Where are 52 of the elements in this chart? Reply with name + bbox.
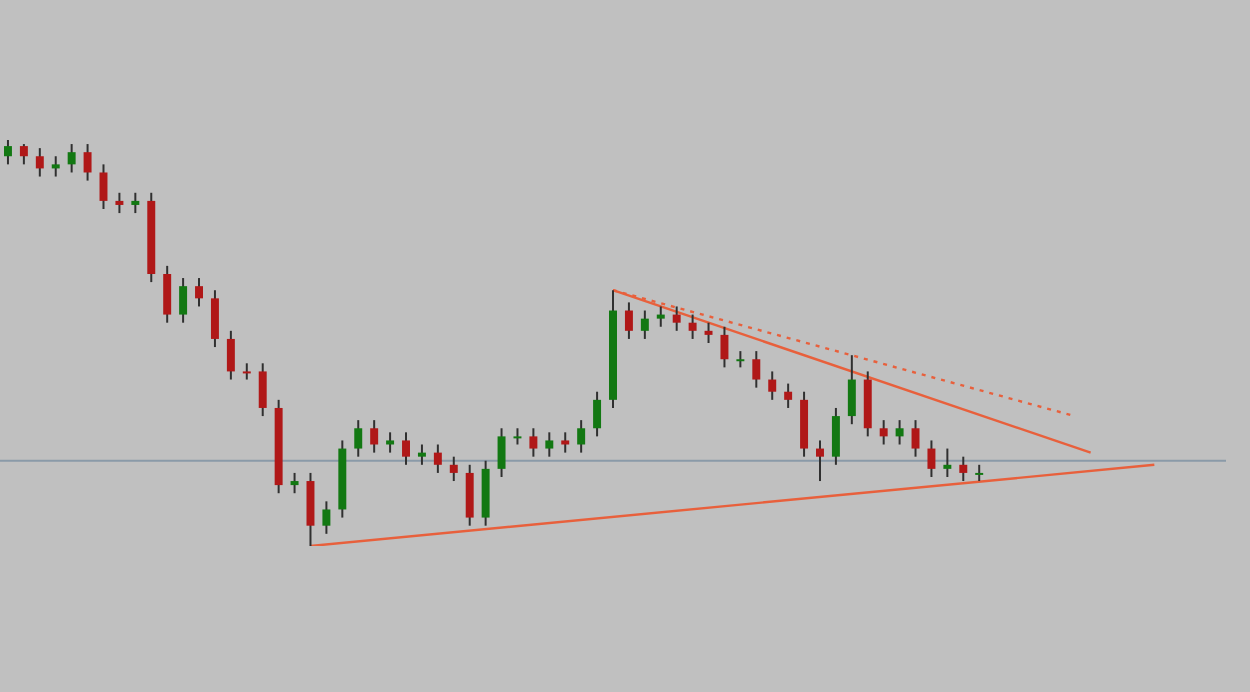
candlestick: [99, 163, 108, 211]
candlestick: [322, 500, 331, 535]
candlestick: [847, 354, 856, 426]
candlestick: [354, 419, 363, 458]
candlestick: [529, 427, 538, 458]
candlestick: [19, 143, 28, 166]
candlestick: [959, 455, 968, 483]
candlestick: [784, 382, 793, 409]
candlestick: [195, 277, 204, 308]
candlestick: [545, 431, 554, 458]
candlestick: [258, 362, 267, 418]
candlestick: [672, 305, 681, 332]
candlestick: [370, 419, 379, 454]
candlestick: [513, 427, 522, 446]
candlestick: [226, 329, 235, 381]
candlestick: [3, 139, 12, 166]
candlestick: [433, 443, 442, 474]
candlestick: [402, 431, 410, 466]
candlestick: [131, 191, 140, 215]
candlestick: [497, 427, 506, 478]
candlestick: [640, 309, 649, 340]
candlestick: [577, 419, 586, 454]
candlestick: [561, 431, 570, 454]
candlestick: [179, 277, 188, 324]
candlestick: [927, 439, 936, 478]
candlestick: [704, 321, 713, 344]
candlestick: [67, 143, 76, 174]
candlestick: [51, 155, 60, 178]
candlestick: [895, 419, 904, 446]
candlestick: [163, 264, 172, 324]
candlestick: [83, 143, 92, 182]
candlestick: [943, 447, 952, 478]
candlestick: [816, 439, 824, 483]
candlestick: [624, 301, 633, 340]
candlestick: [35, 147, 44, 178]
candlestick: [242, 362, 251, 381]
candlestick: [417, 443, 426, 466]
candlestick: [879, 419, 888, 446]
candlestick: [656, 305, 665, 328]
candlestick: [768, 370, 777, 401]
candlestick: [290, 471, 299, 495]
candlestick: [831, 406, 840, 466]
candlestick: [720, 325, 729, 369]
candlestick: [210, 289, 219, 349]
candlestick: [688, 313, 697, 340]
candlestick: [386, 431, 395, 454]
candlestick: [593, 390, 602, 438]
candlestick: [911, 419, 920, 458]
candlestick: [449, 455, 458, 483]
candlestick: [752, 350, 761, 389]
candlestick: [465, 463, 474, 527]
candlestick: [115, 191, 124, 215]
